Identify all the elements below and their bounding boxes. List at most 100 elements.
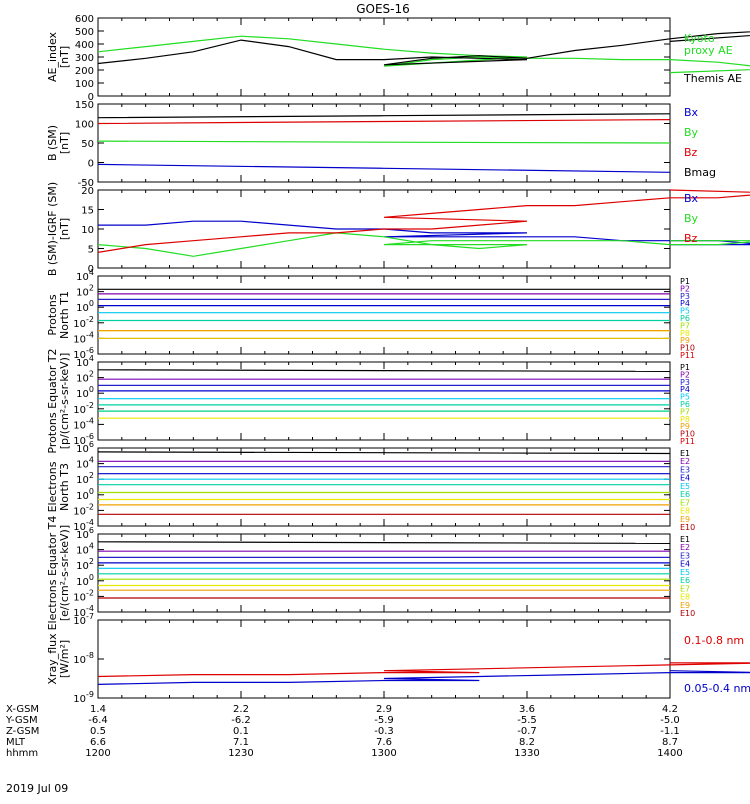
y-tick-label: 10-2 bbox=[73, 401, 94, 416]
legend-entry: P3 bbox=[680, 378, 690, 387]
y-tick-label: 102 bbox=[76, 284, 94, 299]
legend-entry: E1 bbox=[680, 535, 690, 544]
legend-entry: Bmag bbox=[684, 166, 716, 179]
y-tick-label: 400 bbox=[75, 40, 94, 51]
y-tick-label: 5 bbox=[88, 245, 94, 256]
panels: 0100200300400500600AE_index[nT]Kyotoprox… bbox=[46, 14, 750, 705]
y-tick-label: 500 bbox=[75, 27, 94, 38]
legend-entry: proxy AE bbox=[684, 44, 733, 57]
ephemeris-value: 0.1 bbox=[233, 726, 249, 737]
figure-title: GOES-16 bbox=[356, 2, 410, 16]
legend-entry: P4 bbox=[680, 385, 690, 394]
legend-entry: E5 bbox=[680, 482, 690, 491]
legend-entry: P9 bbox=[680, 336, 690, 345]
ephemeris-label: Y-GSM bbox=[5, 715, 38, 726]
y-tick-label: 100 bbox=[75, 120, 94, 131]
legend-entry: P4 bbox=[680, 299, 690, 308]
y-tick-label: 300 bbox=[75, 53, 94, 64]
y-tick-label: 15 bbox=[81, 206, 94, 217]
y-tick-label: 10-7 bbox=[73, 612, 94, 627]
y-axis-label: ElectronsNorth T3 bbox=[46, 461, 71, 512]
y-axis-label: ProtonsNorth T1 bbox=[46, 291, 71, 339]
ephemeris-value: 8.2 bbox=[519, 737, 535, 748]
y-tick-label: 10-2 bbox=[73, 588, 94, 603]
series-line-by bbox=[97, 140, 671, 144]
legend-entry: E2 bbox=[680, 457, 690, 466]
legend-entry: Bz bbox=[684, 232, 698, 245]
series-line-p1 bbox=[97, 369, 671, 372]
legend-entry: E2 bbox=[680, 543, 690, 552]
y-tick-label: 0 bbox=[88, 159, 94, 170]
ephemeris-label: X-GSM bbox=[6, 704, 39, 715]
y-tick-label: 104 bbox=[76, 268, 94, 283]
y-axis-label: B (SM)-IGRF (SM)[nT] bbox=[46, 182, 71, 276]
y-tick-label: 10-9 bbox=[73, 690, 94, 705]
y-tick-label: 600 bbox=[75, 14, 94, 25]
y-tick-label: 10-4 bbox=[73, 416, 94, 431]
legend-entry: P6 bbox=[680, 314, 690, 323]
panel-3: 0 5 10 15 20 B (SM)-IGRF (SM)[nT] Bx By Bz bbox=[46, 182, 750, 276]
legend-entry: Themis AE bbox=[683, 72, 742, 85]
y-axis-label: B (SM)[nT] bbox=[46, 125, 71, 161]
ephemeris-value: -5.0 bbox=[660, 715, 680, 726]
y-axis-label: Xray_flux[W/m²] bbox=[46, 633, 71, 685]
legend-entry: P11 bbox=[680, 437, 695, 446]
y-tick-label: 100 bbox=[76, 299, 94, 314]
ephemeris-value: -5.9 bbox=[374, 715, 394, 726]
ephemeris-value: 2.2 bbox=[233, 704, 249, 715]
ephemeris-value: 2.9 bbox=[376, 704, 392, 715]
legend-entry: E1 bbox=[680, 449, 690, 458]
legend-entry: E10 bbox=[680, 523, 695, 532]
y-tick-label: -50 bbox=[78, 178, 94, 189]
legend-entry: E7 bbox=[680, 498, 690, 507]
legend-entry: P5 bbox=[680, 393, 690, 402]
series-line-0-05-0-4-nm bbox=[97, 670, 750, 685]
y-axis-label: AE_index[nT] bbox=[46, 31, 71, 82]
y-tick-label: 10-8 bbox=[73, 651, 94, 666]
legend-entry: Bz bbox=[684, 146, 698, 159]
legend-entry: Bx bbox=[684, 106, 699, 119]
legend-entry: P6 bbox=[680, 400, 690, 409]
legend-entry: P9 bbox=[680, 422, 690, 431]
series-line-bmag bbox=[97, 113, 671, 119]
y-tick-label: 0 bbox=[88, 264, 94, 275]
ephemeris-value: 8.7 bbox=[662, 737, 678, 748]
series-line-kyoto-proxy-ae bbox=[97, 35, 750, 74]
legend-entry: P11 bbox=[680, 351, 695, 360]
y-tick-label: 102 bbox=[76, 557, 94, 572]
legend-entry: E3 bbox=[680, 551, 690, 560]
legend-entry: E8 bbox=[680, 593, 690, 602]
y-tick-label: 104 bbox=[76, 542, 94, 557]
legend-entry: E6 bbox=[680, 490, 690, 499]
legend-entry: P8 bbox=[680, 329, 690, 338]
legend-entry: P1 bbox=[680, 363, 690, 372]
ephemeris-label: MLT bbox=[6, 737, 26, 748]
series-line-bz bbox=[97, 189, 750, 253]
legend-entry: E5 bbox=[680, 568, 690, 577]
legend-entry: P10 bbox=[680, 344, 695, 353]
ephemeris-value: 0.5 bbox=[90, 726, 106, 737]
ephemeris-value: 7.1 bbox=[233, 737, 249, 748]
y-tick-label: 100 bbox=[75, 79, 94, 90]
legend-entry: By bbox=[684, 126, 699, 139]
ephemeris-label: Z-GSM bbox=[6, 726, 39, 737]
panel-2: -50 0 50 100 150 B (SM)[nT] Bx By Bz Bmag bbox=[46, 100, 716, 189]
ephemeris-value: -6.4 bbox=[88, 715, 108, 726]
ephemeris-value: 1.4 bbox=[90, 704, 106, 715]
y-tick-label: 102 bbox=[76, 471, 94, 486]
legend-entry: E9 bbox=[680, 601, 690, 610]
ephemeris-value: 1300 bbox=[371, 748, 396, 759]
y-tick-label: 10-6 bbox=[73, 432, 94, 447]
legend-entry: P7 bbox=[680, 407, 690, 416]
ephemeris-value: 7.6 bbox=[376, 737, 392, 748]
y-tick-label: 100 bbox=[76, 385, 94, 400]
series-line-bx bbox=[97, 163, 671, 173]
legend-entry: E9 bbox=[680, 515, 690, 524]
y-tick-label: 106 bbox=[76, 440, 94, 455]
y-tick-label: 10-4 bbox=[73, 604, 94, 619]
y-tick-label: 106 bbox=[76, 526, 94, 541]
y-tick-label: 100 bbox=[76, 487, 94, 502]
